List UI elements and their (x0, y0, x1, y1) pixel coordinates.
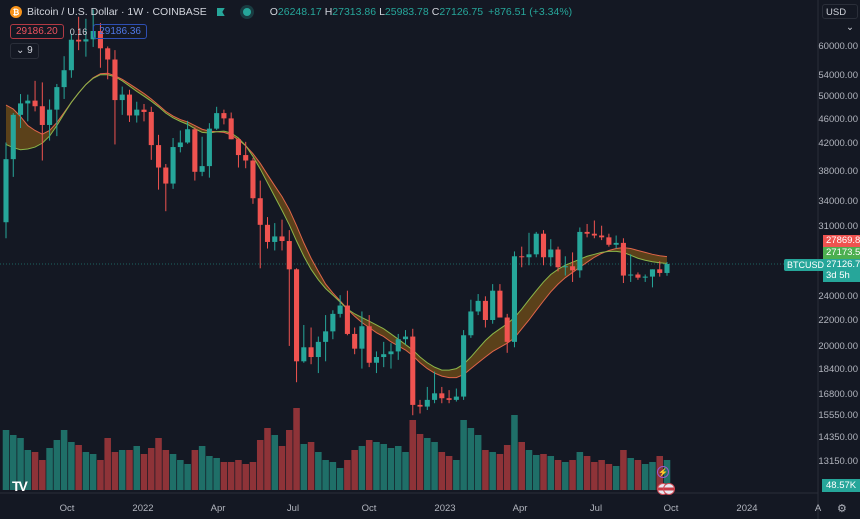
price-axis-label: 13150.00 (818, 455, 858, 467)
time-axis-label: 2024 (736, 503, 758, 514)
price-axis-label: 31000.00 (818, 221, 858, 233)
ma-band-fill (6, 73, 667, 378)
time-axis-label: Apr (210, 503, 226, 514)
candles (3, 9, 670, 416)
price-axis-label: 20000.00 (818, 341, 858, 353)
last-price-marker: 27126.75 (823, 259, 860, 271)
time-axis-label: Oct (59, 503, 75, 514)
open-label: O (269, 6, 278, 18)
time-axis-label: Jul (589, 503, 603, 514)
price-axis-label: 50000.00 (818, 90, 858, 102)
price-axis-label: 54000.00 (818, 69, 858, 81)
lightning-event-icon[interactable]: ⚡ (657, 466, 669, 478)
price-axis-label: 38000.00 (818, 165, 858, 177)
flag-icon[interactable] (216, 8, 225, 16)
price-axis-label: 42000.00 (818, 138, 858, 150)
symbol-legend: ₿ Bitcoin / U.S. Dollar · 1W · COINBASE … (10, 6, 572, 18)
chevron-down-icon: ⌄ (16, 45, 25, 56)
ma-slow-price-marker: 27869.84 (823, 235, 860, 247)
change-value: +876.51 (+3.34%) (488, 6, 573, 18)
price-axis-label: 15550.00 (818, 410, 858, 422)
low-value: 25983.78 (384, 6, 429, 18)
time-axis-label: Oct (663, 503, 679, 514)
volume-bars (2, 408, 671, 490)
close-label: C (431, 6, 440, 18)
ma-fast-line (5, 74, 668, 371)
close-value: 27126.75 (439, 6, 484, 18)
time-axis-label: 2022 (132, 503, 154, 514)
spread-value: 0.16 (69, 26, 88, 37)
us-flag-event-icon[interactable] (663, 483, 675, 495)
price-axis-label: 34000.00 (818, 196, 858, 208)
symbol-tag: BTCUSD (784, 259, 828, 271)
price-axis-label: 22000.00 (818, 315, 858, 327)
open-value: 26248.17 (277, 6, 322, 18)
indicators-count: 9 (27, 45, 33, 56)
time-axis-label: Apr (512, 503, 528, 514)
ma-slow-line (5, 72, 668, 379)
price-axis-label: 24000.00 (818, 291, 858, 303)
time-axis-label: Oct (361, 503, 377, 514)
price-axis-label: 46000.00 (818, 113, 858, 125)
time-axis-label: Jul (286, 503, 300, 514)
indicators-toggle[interactable]: ⌄ 9 (10, 43, 39, 59)
buy-button[interactable]: 29186.36 (93, 24, 147, 39)
bar-countdown: 3d 5h (823, 270, 860, 282)
sell-button[interactable]: 29186.20 (10, 24, 64, 39)
settings-gear-icon[interactable]: ⚙ (837, 503, 847, 515)
price-axis-label: 14350.00 (818, 432, 858, 444)
price-axis-label: 16800.00 (818, 388, 858, 400)
price-axis-label: 18400.00 (818, 364, 858, 376)
volume-marker: 48.57K (822, 479, 860, 492)
symbol-title[interactable]: Bitcoin / U.S. Dollar · 1W · COINBASE (27, 6, 207, 18)
currency-label: USD (826, 7, 847, 18)
high-value: 27313.86 (332, 6, 377, 18)
trade-buttons: 29186.20 0.16 29186.36 (10, 24, 147, 39)
price-axis-label: 60000.00 (818, 40, 858, 52)
bitcoin-icon: ₿ (10, 6, 22, 18)
low-label: L (379, 6, 385, 18)
time-axis-label: A (814, 503, 822, 514)
time-axis-label: 2023 (434, 503, 456, 514)
currency-select[interactable]: USD ⌄ (822, 4, 858, 33)
chevron-down-icon: ⌄ (846, 22, 854, 33)
ma-fast-price-marker: 27173.50 (823, 247, 860, 259)
market-status-icon[interactable] (242, 8, 251, 16)
high-label: H (324, 6, 333, 18)
tradingview-logo[interactable]: TV (12, 478, 28, 494)
